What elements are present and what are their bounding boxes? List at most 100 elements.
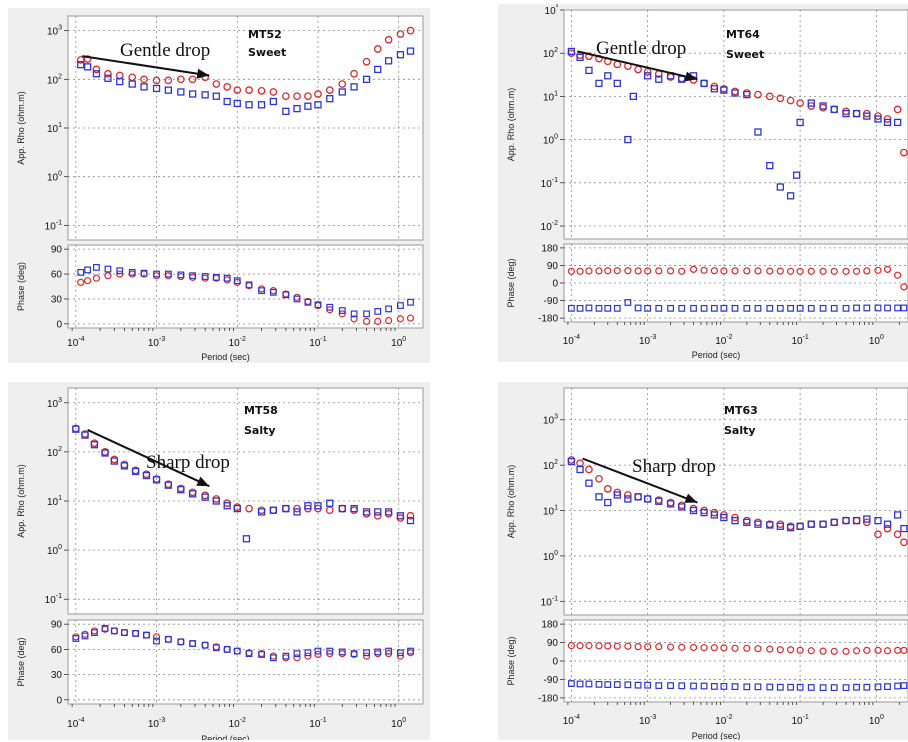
- rho-point-blue: [396, 51, 405, 59]
- rho-point-blue: [177, 88, 185, 96]
- rho-point-blue: [152, 476, 161, 484]
- phase-y-tick-label: 90: [51, 620, 63, 631]
- rho-point-blue: [293, 104, 301, 113]
- rho-point-blue: [567, 47, 576, 56]
- rho-y-tick-label: 101: [47, 122, 62, 135]
- rho-point-blue: [604, 72, 612, 80]
- rho-point-blue: [282, 504, 290, 513]
- rho-y-tick-label: 100: [543, 134, 558, 147]
- phase-point-blue: [140, 269, 148, 277]
- rho-point-blue: [350, 504, 358, 513]
- rho-point-red: [874, 530, 882, 539]
- phase-y-tick-label: 0: [552, 657, 558, 668]
- phase-point-blue: [853, 304, 860, 312]
- phase-y-tick-label: 60: [51, 270, 63, 281]
- rho-point-red: [776, 94, 785, 103]
- phase-point-blue: [690, 682, 697, 690]
- rho-point-blue: [269, 506, 278, 514]
- phase-point-red: [152, 633, 161, 641]
- phase-point-blue: [667, 682, 674, 689]
- rho-y-tick-label: 101: [543, 505, 558, 518]
- phase-point-blue: [153, 637, 160, 645]
- rho-point-blue: [245, 101, 253, 109]
- phase-point-red: [830, 647, 838, 655]
- phase-point-blue: [731, 683, 739, 691]
- phase-point-blue: [766, 304, 774, 312]
- phase-point-red: [796, 646, 804, 654]
- phase-point-blue: [269, 288, 277, 296]
- rho-point-blue: [655, 497, 663, 505]
- phase-point-blue: [223, 274, 231, 282]
- rho-point-blue: [786, 523, 795, 532]
- phase-point-red: [385, 316, 393, 325]
- phase-point-red: [900, 283, 908, 291]
- phase-point-red: [852, 647, 861, 655]
- phase-point-red: [77, 278, 85, 286]
- phase-point-blue: [128, 268, 136, 276]
- phase-point-blue: [830, 304, 838, 312]
- phase-y-axis-label: Phase (deg): [16, 637, 26, 686]
- phase-y-axis-label: Phase (deg): [16, 262, 26, 311]
- phase-point-red: [883, 265, 892, 273]
- x-tick-label: 10-4: [67, 717, 84, 730]
- x-tick-label: 10-1: [791, 714, 808, 727]
- rho-point-blue: [406, 47, 415, 55]
- rho-y-axis-label: App. Rho (ohm.m): [506, 88, 516, 162]
- rho-point-red: [373, 45, 382, 53]
- rho-point-blue: [326, 95, 334, 103]
- rho-point-red: [893, 530, 902, 539]
- rho-point-blue: [223, 97, 231, 106]
- rho-point-blue: [710, 511, 718, 519]
- phase-point-blue: [743, 683, 751, 691]
- rho-point-blue: [116, 77, 124, 86]
- phase-point-blue: [293, 295, 301, 303]
- phase-point-blue: [700, 682, 708, 690]
- rho-point-blue: [72, 425, 80, 433]
- phase-point-red: [894, 271, 902, 279]
- phase-point-blue: [350, 310, 358, 318]
- phase-point-blue: [121, 629, 128, 637]
- rho-y-tick-label: 103: [47, 25, 62, 38]
- rho-point-red: [269, 88, 278, 96]
- rho-plot-area: [563, 387, 908, 616]
- rho-point-blue: [830, 105, 838, 114]
- phase-y-tick-label: 60: [51, 645, 63, 656]
- phase-y-tick-label: 30: [51, 670, 63, 681]
- x-tick-label: 10-3: [148, 717, 165, 730]
- x-tick-label: 100: [869, 334, 884, 347]
- phase-point-blue: [613, 681, 621, 688]
- phase-point-blue: [164, 635, 172, 643]
- rho-y-tick-label: 10-1: [541, 177, 558, 190]
- rho-y-axis-label: App. Rho (ohm.m): [506, 465, 516, 539]
- rho-y-tick-label: 100: [47, 171, 62, 184]
- rho-point-blue: [314, 101, 322, 109]
- rho-point-blue: [223, 502, 231, 510]
- x-tick-label: 10-2: [715, 334, 732, 347]
- phase-point-blue: [585, 304, 593, 312]
- rho-y-tick-label: 101: [543, 90, 558, 103]
- phase-point-red: [766, 645, 774, 653]
- phase-point-blue: [143, 631, 150, 639]
- rho-point-red: [188, 75, 197, 84]
- chart-svg-mt58: 10-4 10-3 10-2 10-1 100 Period (sec) 10-1 100 10…: [16, 387, 424, 740]
- x-tick-label: 100: [869, 714, 884, 727]
- phase-y-tick-label: -90: [544, 675, 559, 686]
- rho-point-red: [325, 506, 334, 515]
- phase-point-blue: [177, 638, 185, 646]
- rho-point-blue: [643, 72, 652, 80]
- rho-point-red: [595, 474, 603, 483]
- phase-point-red: [743, 267, 751, 275]
- rho-point-blue: [883, 520, 892, 528]
- phase-point-blue: [819, 684, 827, 692]
- annotation-arrow: [82, 55, 210, 77]
- rho-point-blue: [83, 63, 92, 71]
- phase-point-blue: [233, 647, 241, 655]
- phase-point-blue: [110, 627, 118, 635]
- phase-point-blue: [374, 648, 382, 656]
- phase-point-blue: [326, 647, 334, 655]
- rho-point-blue: [201, 91, 209, 99]
- phase-point-blue: [863, 304, 871, 312]
- phase-point-red: [743, 644, 751, 652]
- rho-point-blue: [634, 493, 642, 501]
- phase-point-red: [900, 646, 908, 654]
